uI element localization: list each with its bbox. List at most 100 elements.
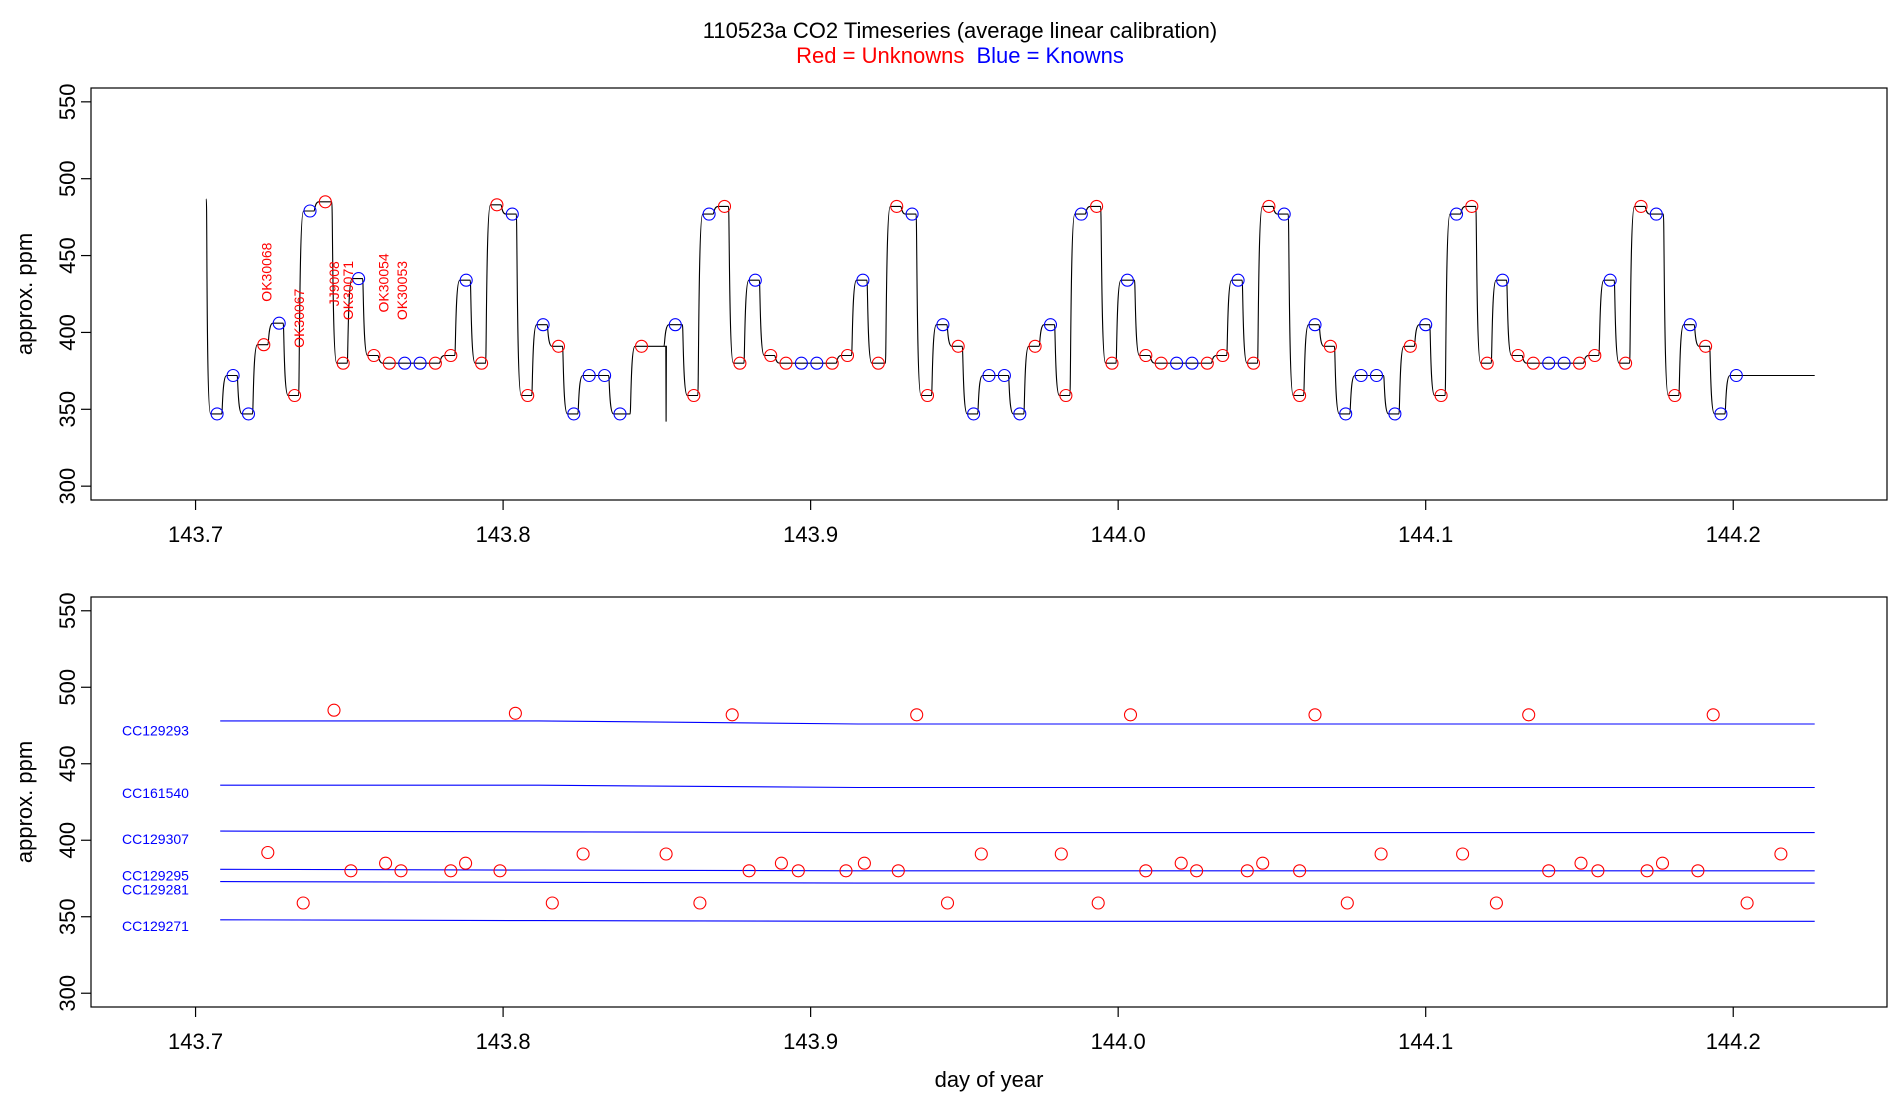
- known-point: [272, 316, 286, 330]
- unknown-point: [257, 338, 271, 352]
- unknown-point: [1054, 847, 1068, 861]
- known-point: [1649, 207, 1663, 221]
- unknown-point: [288, 388, 302, 403]
- known-point: [1013, 407, 1027, 421]
- calibration-label: CC129307: [122, 831, 189, 847]
- unknown-point: [1640, 864, 1654, 878]
- unknown-point: [791, 864, 805, 878]
- unknown-point: [1139, 348, 1153, 363]
- known-point: [1277, 207, 1291, 221]
- unknown-point: [1374, 847, 1388, 861]
- bottom-y-axis-label: approx. ppm: [12, 741, 37, 863]
- unknown-point: [318, 195, 332, 209]
- unknown-point: [1293, 388, 1307, 403]
- unknown-point: [1091, 896, 1105, 910]
- unknown-point: [1774, 847, 1788, 861]
- top-x-tick-label: 144.2: [1706, 522, 1761, 547]
- known-point: [1683, 318, 1697, 332]
- bottom-x-axis-label: day of year: [935, 1067, 1044, 1092]
- unknown-point: [1619, 356, 1633, 370]
- known-point: [398, 356, 412, 370]
- unknown-point: [1028, 339, 1042, 353]
- unknown-point: [1572, 356, 1587, 370]
- bottom-y-tick-label: 450: [55, 745, 80, 782]
- unknown-point: [1246, 356, 1261, 370]
- unknown-point: [1634, 199, 1648, 213]
- chart-subtitle: Red = Unknowns Blue = Knowns: [796, 43, 1124, 68]
- top-x-tick-label: 144.0: [1091, 522, 1146, 547]
- bottom-x-tick-label: 143.9: [783, 1029, 838, 1054]
- sample-annotation: OK30053: [394, 261, 410, 320]
- unknown-point: [825, 356, 839, 370]
- unknown-point: [1139, 864, 1153, 878]
- unknown-point: [857, 856, 871, 870]
- unknown-point: [367, 348, 381, 363]
- unknown-point: [1588, 348, 1602, 363]
- unknown-point: [1090, 199, 1104, 213]
- unknown-point: [1308, 708, 1322, 722]
- unknown-point: [1123, 708, 1138, 722]
- unknown-point: [1434, 388, 1448, 403]
- known-point: [982, 368, 996, 383]
- bottom-plot-frame: [90, 596, 1888, 1008]
- known-point: [1542, 356, 1556, 370]
- top-x-tick-label: 144.1: [1398, 522, 1453, 547]
- calibration-label: CC129281: [122, 881, 189, 897]
- unknown-point: [1574, 856, 1588, 870]
- known-point: [1388, 407, 1402, 421]
- known-point: [1231, 273, 1245, 287]
- known-point: [210, 407, 224, 421]
- unknown-point: [1740, 896, 1754, 910]
- unknown-point: [1256, 856, 1270, 870]
- bottom-x-tick-label: 144.0: [1091, 1029, 1146, 1054]
- top-x-tick-label: 143.7: [168, 522, 223, 547]
- unknown-point: [261, 845, 275, 860]
- chart-title: 110523a CO2 Timeseries (average linear c…: [703, 18, 1217, 43]
- known-point: [567, 407, 581, 421]
- unknown-point: [1105, 356, 1119, 370]
- known-point: [794, 356, 808, 370]
- top-y-tick-label: 300: [55, 468, 80, 505]
- calibration-line: [220, 830, 1815, 834]
- calibration-label: CC129271: [122, 918, 189, 934]
- known-point: [1185, 356, 1199, 370]
- known-point: [668, 318, 682, 332]
- unknown-point: [1591, 864, 1605, 878]
- unknown-point: [1262, 199, 1276, 213]
- unknown-point: [1293, 864, 1307, 878]
- sample-annotation: OK30068: [259, 242, 275, 301]
- bottom-x-tick-label: 144.1: [1398, 1029, 1453, 1054]
- unknown-point: [490, 198, 504, 212]
- known-point: [459, 273, 473, 287]
- sample-annotation: OK30067: [291, 288, 307, 347]
- top-y-tick-label: 400: [55, 314, 80, 351]
- unknown-point: [336, 356, 350, 370]
- unknown-point: [687, 388, 701, 403]
- unknown-point: [1059, 388, 1073, 403]
- known-point: [1419, 318, 1433, 332]
- unknown-point: [428, 356, 442, 370]
- known-point: [226, 368, 240, 383]
- known-point: [536, 318, 550, 332]
- unknown-point: [840, 348, 855, 363]
- unknown-point: [910, 708, 924, 722]
- unknown-point: [693, 896, 707, 910]
- bottom-x-tick-label: 143.7: [168, 1029, 223, 1054]
- known-point: [1449, 207, 1464, 221]
- known-point: [1496, 273, 1510, 287]
- unknown-point: [779, 356, 793, 370]
- unknown-point: [296, 896, 310, 910]
- known-point: [1714, 407, 1728, 421]
- known-point: [1308, 318, 1322, 332]
- calibration-label: CC129295: [122, 868, 189, 884]
- bottom-y-tick-label: 350: [55, 898, 80, 935]
- unknown-point: [475, 356, 489, 370]
- bottom-y-tick-label: 500: [55, 669, 80, 706]
- unknown-point: [659, 847, 673, 861]
- unknown-point: [459, 856, 473, 870]
- bottom-panel: 143.7 143.8 143.9 144.0 144.1 144.2 300 350 400 4…: [12, 592, 1888, 1092]
- known-point: [505, 207, 519, 221]
- unknown-point: [1174, 856, 1188, 870]
- unknown-point: [1340, 896, 1354, 910]
